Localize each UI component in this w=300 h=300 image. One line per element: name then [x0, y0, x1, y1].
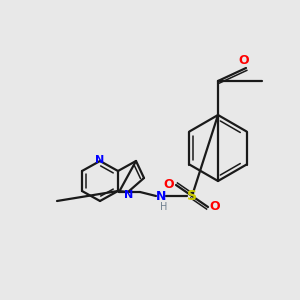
Text: O: O [210, 200, 220, 214]
Text: N: N [124, 190, 134, 200]
Text: N: N [95, 155, 105, 165]
Text: O: O [164, 178, 174, 191]
Text: H: H [160, 202, 168, 212]
Text: S: S [187, 189, 197, 203]
Text: N: N [156, 190, 166, 202]
Text: O: O [239, 55, 249, 68]
